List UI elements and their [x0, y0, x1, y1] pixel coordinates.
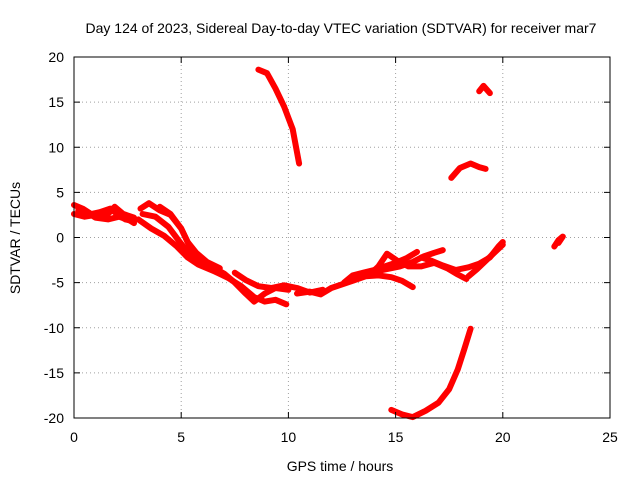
- x-tick-label: 5: [177, 429, 185, 445]
- series-arc-17: [465, 241, 506, 280]
- series-arc-03: [75, 207, 137, 227]
- y-tick-label: 10: [48, 139, 64, 155]
- series-arc-09: [255, 66, 303, 167]
- y-tick-label: -20: [44, 410, 64, 426]
- series-arc-13: [371, 247, 446, 275]
- series-arc-14: [388, 325, 474, 421]
- y-tick-label: 15: [48, 94, 64, 110]
- series-arc-07: [156, 203, 292, 305]
- y-tick-label: 20: [48, 49, 64, 65]
- x-tick-label: 0: [70, 429, 78, 445]
- series-arc-18: [476, 82, 493, 97]
- data-series: [71, 66, 566, 421]
- grid-lines: [74, 57, 610, 418]
- x-tick-label: 15: [388, 429, 404, 445]
- y-tick-label: -15: [44, 365, 64, 381]
- x-tick-label: 25: [602, 429, 618, 445]
- y-tick-label: 0: [56, 230, 64, 246]
- series-arc-02: [71, 203, 137, 221]
- x-tick-label: 10: [281, 429, 297, 445]
- series-arc-19: [551, 233, 566, 250]
- y-tick-label: -10: [44, 320, 64, 336]
- y-axis-label: SDTVAR / TECUs: [7, 182, 23, 294]
- x-axis-label: GPS time / hours: [287, 458, 394, 474]
- chart-title: Day 124 of 2023, Sidereal Day-to-day VTE…: [86, 20, 597, 36]
- series-arc-05: [137, 200, 223, 272]
- series-arc-10: [294, 272, 416, 298]
- y-tick-label: -5: [52, 275, 65, 291]
- series-arc-16: [448, 160, 489, 181]
- x-tick-label: 20: [495, 429, 511, 445]
- axis-ticks: 0 5 10 15 20 25 -20 -15 -10 -5 0 5 10 15 20: [44, 49, 618, 445]
- y-tick-label: 5: [56, 184, 64, 200]
